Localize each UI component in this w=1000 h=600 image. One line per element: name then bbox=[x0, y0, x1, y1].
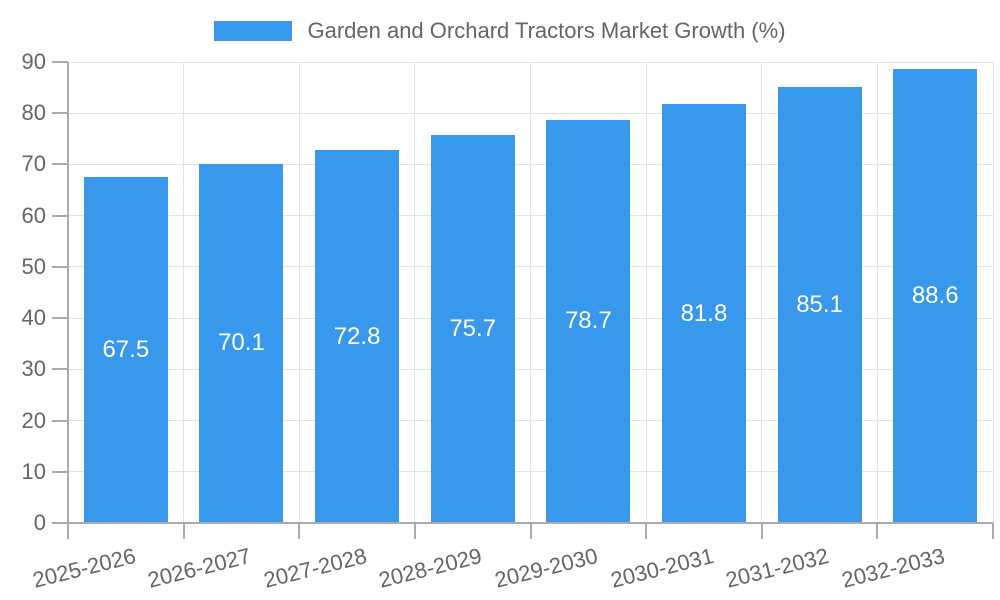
y-axis-line bbox=[67, 62, 69, 523]
bar-value-label: 72.8 bbox=[333, 322, 381, 350]
x-tick-mark bbox=[760, 523, 763, 539]
y-tick-label: 10 bbox=[21, 458, 46, 484]
chart-legend: Garden and Orchard Tractors Market Growt… bbox=[0, 18, 1000, 44]
bar-value-label: 78.7 bbox=[564, 307, 612, 335]
bar-value-label: 67.5 bbox=[102, 336, 150, 364]
y-tick-label: 30 bbox=[21, 356, 46, 382]
gridline-vertical bbox=[530, 62, 531, 523]
bar bbox=[430, 135, 515, 523]
x-tick-mark bbox=[876, 523, 879, 539]
y-tick-label: 80 bbox=[21, 100, 46, 126]
y-tick-label: 20 bbox=[21, 407, 46, 433]
x-tick-label: 2028-2029 bbox=[376, 543, 485, 593]
y-tick-mark bbox=[52, 265, 68, 268]
y-tick-mark bbox=[52, 214, 68, 217]
bar-value-label: 88.6 bbox=[911, 282, 959, 310]
y-tick-mark bbox=[52, 419, 68, 422]
legend-label: Garden and Orchard Tractors Market Growt… bbox=[307, 18, 786, 43]
legend-item[interactable]: Garden and Orchard Tractors Market Growt… bbox=[214, 18, 786, 44]
x-tick-mark bbox=[992, 523, 994, 539]
bar bbox=[315, 150, 400, 523]
x-tick-mark bbox=[413, 523, 416, 539]
bar bbox=[661, 104, 746, 523]
x-tick-label: 2029-2030 bbox=[492, 543, 601, 593]
gridline-vertical bbox=[761, 62, 763, 523]
bar bbox=[83, 177, 168, 523]
y-tick-label: 0 bbox=[33, 510, 46, 535]
gridline-vertical bbox=[876, 62, 878, 523]
x-tick-label: 2031-2032 bbox=[723, 543, 832, 593]
bar-value-label: 75.7 bbox=[449, 315, 497, 343]
y-tick-mark bbox=[52, 368, 68, 371]
y-tick-label: 40 bbox=[21, 305, 46, 331]
x-tick-label: 2026-2027 bbox=[145, 543, 254, 593]
x-tick-label: 2027-2028 bbox=[260, 543, 370, 593]
x-tick-label: 2030-2031 bbox=[607, 543, 716, 593]
bar bbox=[546, 119, 631, 523]
x-tick-mark bbox=[645, 523, 648, 539]
y-tick-mark bbox=[52, 163, 68, 166]
x-tick-mark bbox=[529, 523, 532, 539]
x-tick-mark bbox=[298, 523, 301, 539]
x-tick-mark bbox=[67, 523, 69, 539]
y-tick-mark bbox=[52, 61, 68, 63]
y-tick-label: 70 bbox=[21, 151, 46, 177]
y-tick-label: 60 bbox=[21, 202, 46, 228]
x-tick-label: 2032-2033 bbox=[839, 543, 948, 593]
x-tick-mark bbox=[182, 523, 185, 539]
bar-value-label: 81.8 bbox=[680, 299, 728, 327]
bar bbox=[777, 87, 862, 523]
gridline-vertical bbox=[183, 62, 185, 523]
gridline-vertical bbox=[298, 62, 300, 523]
x-tick-label: 2025-2026 bbox=[29, 543, 138, 593]
bar-value-label: 70.1 bbox=[218, 329, 265, 357]
y-tick-label: 90 bbox=[21, 49, 46, 74]
legend-swatch bbox=[214, 21, 293, 41]
gridline-vertical bbox=[414, 62, 416, 523]
y-tick-mark bbox=[52, 317, 68, 320]
y-tick-mark bbox=[52, 470, 68, 473]
y-tick-mark bbox=[52, 522, 68, 524]
bar-value-label: 85.1 bbox=[796, 291, 843, 319]
bar bbox=[199, 163, 284, 523]
gridline-vertical bbox=[645, 62, 647, 523]
bar bbox=[893, 69, 978, 523]
y-tick-mark bbox=[52, 112, 68, 115]
gridline-vertical bbox=[992, 62, 994, 523]
y-tick-label: 50 bbox=[21, 253, 46, 279]
